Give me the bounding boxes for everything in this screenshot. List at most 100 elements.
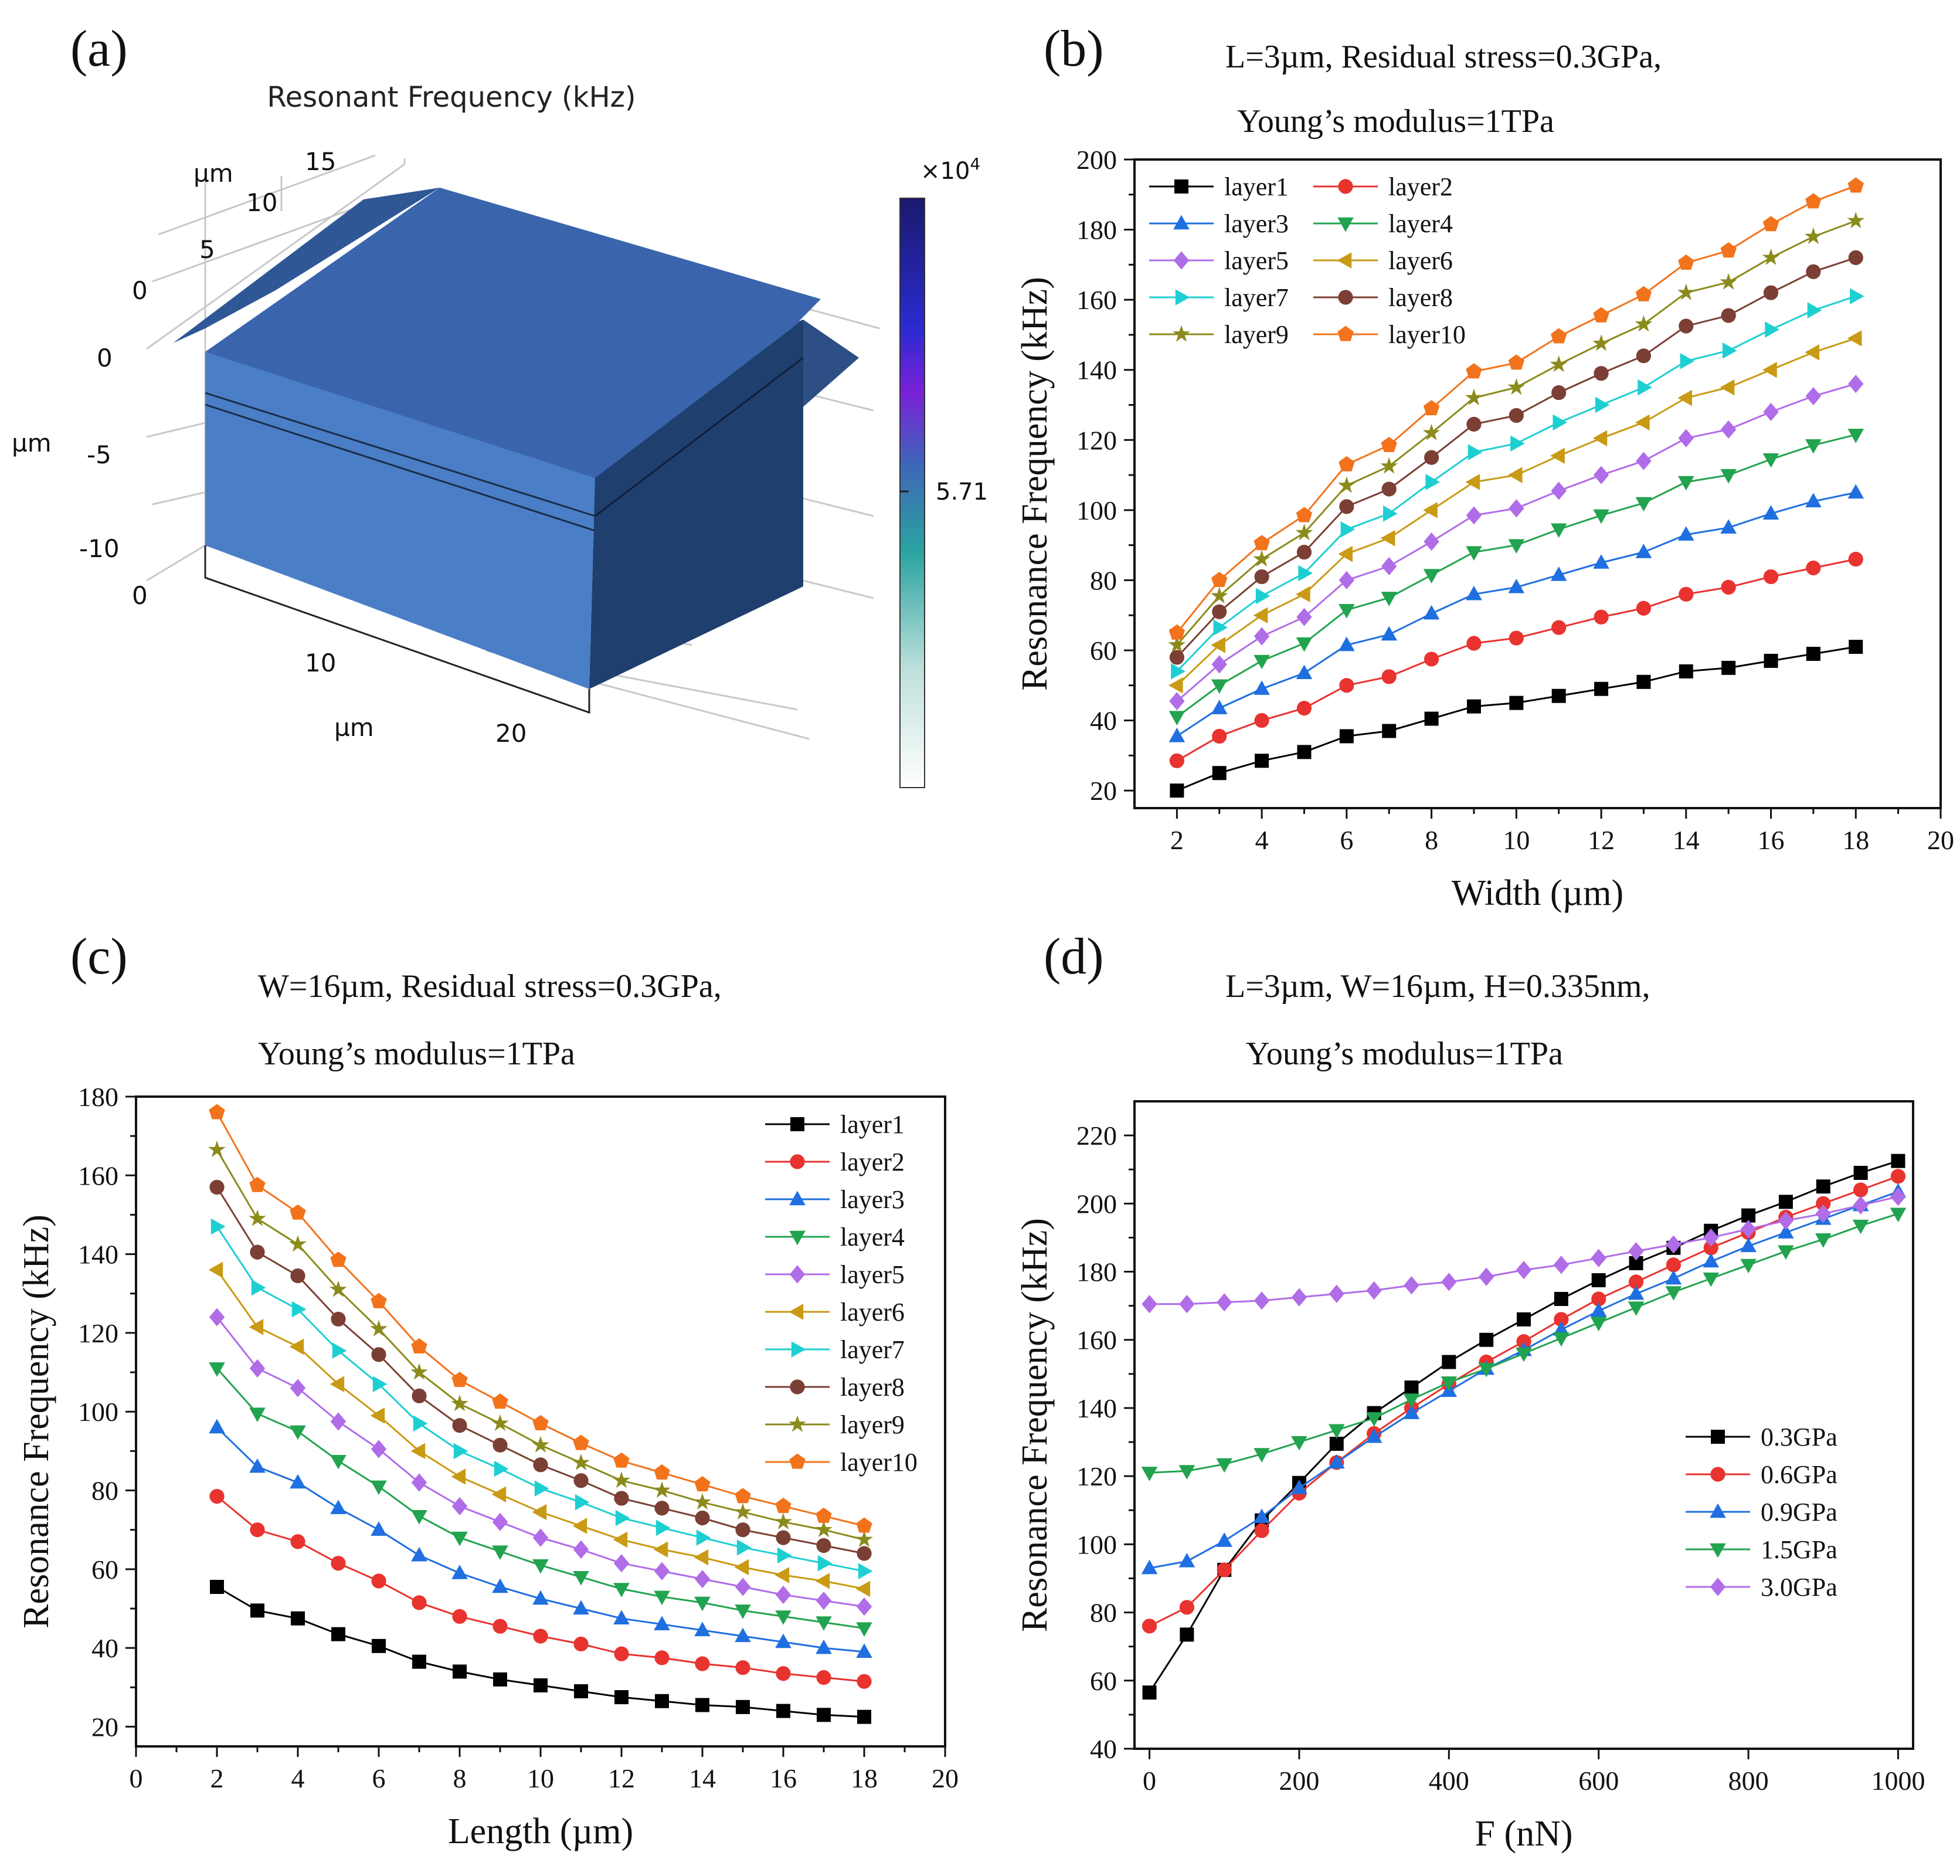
data-point-15gpa (1291, 1436, 1307, 1451)
data-point-03gpa (1142, 1685, 1157, 1700)
data-point-layer7 (858, 1563, 873, 1579)
series-line-layer2 (216, 1495, 865, 1682)
data-point-layer6 (572, 1518, 587, 1534)
data-point-layer2 (1679, 586, 1694, 602)
legend-label-layer5: layer5 (840, 1260, 905, 1289)
panel-a-ytick-0: 5 (199, 235, 215, 264)
panel-a-ytick-2: 15 (305, 147, 336, 176)
data-point-layer8 (1212, 604, 1227, 619)
data-point-layer2 (209, 1488, 225, 1504)
data-point-layer3 (371, 1521, 387, 1536)
data-point-layer6 (1635, 414, 1650, 431)
data-point-09gpa (1590, 1302, 1607, 1317)
data-point-layer3 (735, 1627, 751, 1643)
data-point-06gpa (1217, 1562, 1232, 1578)
data-point-layer8 (1594, 366, 1609, 381)
data-point-layer9 (1720, 273, 1737, 290)
panel-b: (b) L=3µm, Residual stress=0.3GPa, Young… (1015, 21, 1954, 913)
data-point-layer10 (249, 1176, 266, 1192)
data-point-layer5 (735, 1578, 751, 1596)
data-point-layer5 (775, 1585, 792, 1604)
data-point-layer6 (330, 1376, 345, 1393)
plot-frame (1133, 1100, 1914, 1750)
data-point-30gpa (1478, 1267, 1494, 1286)
legend-marker-06gpa (1710, 1467, 1725, 1482)
data-point-layer3 (1805, 493, 1822, 508)
y-tick-label: 80 (1090, 565, 1117, 595)
series-line-layer4 (216, 1368, 865, 1629)
data-point-layer8 (816, 1538, 831, 1553)
legend-label-layer4: layer4 (1388, 209, 1453, 238)
data-point-layer7 (534, 1480, 549, 1497)
panel-d-label: (d) (1044, 928, 1104, 985)
x-tick-label: 6 (1340, 825, 1353, 855)
y-tick-label: 20 (1090, 776, 1117, 806)
data-point-layer8 (1381, 481, 1397, 497)
x-axis-label: Width (µm) (1452, 873, 1623, 913)
data-point-layer2 (290, 1534, 305, 1549)
data-point-layer1 (412, 1654, 426, 1669)
data-point-layer3 (775, 1633, 792, 1648)
data-point-30gpa (1890, 1188, 1906, 1206)
legend-label-layer7: layer7 (1224, 283, 1289, 312)
data-point-layer1 (1636, 674, 1651, 689)
data-point-06gpa (1179, 1600, 1194, 1615)
legend-label-layer1: layer1 (1224, 172, 1289, 201)
data-point-layer5 (1848, 375, 1864, 393)
data-point-layer7 (1468, 444, 1483, 460)
data-point-layer8 (776, 1530, 791, 1545)
legend-marker-15gpa (1710, 1543, 1726, 1558)
x-tick-label: 18 (851, 1763, 878, 1793)
data-point-layer10 (1254, 535, 1270, 551)
legend-marker-layer5 (789, 1265, 806, 1284)
data-point-layer4 (735, 1604, 751, 1619)
x-tick-label: 14 (689, 1763, 716, 1793)
y-tick-label: 160 (1076, 1325, 1117, 1355)
data-point-layer3 (573, 1600, 589, 1615)
data-point-layer6 (370, 1407, 385, 1424)
panel-a-xtick-0: 0 (132, 581, 148, 610)
legend-marker-layer9 (789, 1415, 806, 1432)
data-point-layer8 (573, 1473, 589, 1488)
data-point-layer5 (532, 1528, 549, 1547)
data-point-layer8 (1806, 264, 1821, 279)
data-point-layer2 (1763, 569, 1779, 585)
data-point-03gpa (1816, 1179, 1830, 1194)
x-tick-label: 8 (453, 1763, 467, 1793)
data-point-layer6 (1550, 447, 1565, 464)
data-point-layer5 (613, 1554, 630, 1573)
data-point-layer3 (1762, 505, 1779, 520)
panel-b-label: (b) (1044, 21, 1104, 77)
data-point-layer9 (289, 1235, 307, 1252)
data-point-layer3 (492, 1578, 508, 1593)
data-point-layer7 (575, 1494, 590, 1511)
data-point-layer3 (1339, 636, 1355, 652)
y-tick-label: 220 (1076, 1121, 1117, 1151)
data-point-layer2 (371, 1573, 386, 1589)
data-point-03gpa (1404, 1380, 1419, 1395)
y-tick-label: 100 (1076, 1529, 1117, 1559)
legend-label-layer9: layer9 (840, 1410, 905, 1439)
data-point-layer7 (777, 1547, 792, 1564)
data-point-layer1 (1297, 745, 1312, 759)
data-point-layer4 (411, 1509, 427, 1525)
data-point-layer3 (654, 1616, 670, 1631)
y-axis-label: Resonance Frequency (kHz) (16, 1215, 56, 1629)
data-point-layer10 (613, 1452, 630, 1468)
data-point-layer2 (654, 1650, 670, 1665)
data-point-layer2 (1551, 620, 1567, 635)
data-point-layer8 (1763, 285, 1779, 300)
data-point-layer6 (1847, 330, 1862, 347)
data-point-06gpa (1591, 1291, 1606, 1307)
data-point-03gpa (1479, 1332, 1494, 1347)
data-point-layer10 (1762, 216, 1779, 232)
data-point-layer10 (1805, 193, 1822, 209)
data-point-layer8 (452, 1418, 467, 1433)
data-point-30gpa (1740, 1220, 1757, 1239)
panel-a-x-unit: µm (334, 713, 374, 742)
data-point-layer10 (532, 1414, 549, 1431)
data-point-06gpa (1853, 1182, 1869, 1197)
data-point-layer1 (857, 1709, 871, 1724)
data-point-layer2 (1424, 652, 1439, 667)
data-point-layer3 (330, 1500, 347, 1514)
